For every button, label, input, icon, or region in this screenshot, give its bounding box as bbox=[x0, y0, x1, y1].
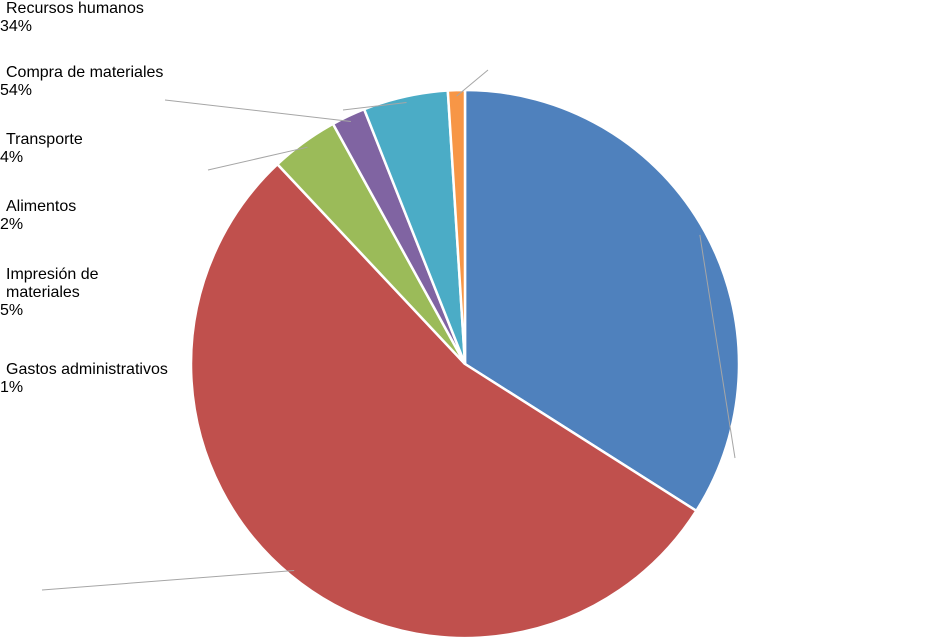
data-label: Impresión de materiales 5% bbox=[0, 266, 143, 361]
pie-slice bbox=[463, 88, 741, 513]
label-value: 2% bbox=[0, 216, 24, 233]
pie-slice bbox=[189, 162, 699, 640]
leader-line bbox=[699, 234, 736, 459]
leader-line bbox=[41, 569, 295, 591]
label-name: Gastos administrativos bbox=[6, 361, 168, 378]
leader-line bbox=[207, 146, 308, 171]
label-value: 54% bbox=[0, 82, 33, 99]
data-label: Compra de materiales 54% bbox=[0, 64, 237, 131]
label-value: 4% bbox=[0, 149, 24, 166]
label-value: 34% bbox=[0, 18, 33, 35]
data-label: Gastos administrativos 1% bbox=[0, 361, 310, 446]
label-name: Compra de materiales bbox=[6, 64, 164, 81]
leader-line bbox=[456, 69, 489, 97]
label-name: Alimentos bbox=[6, 198, 77, 215]
label-name: Impresión de materiales bbox=[6, 266, 99, 301]
label-name: Transporte bbox=[6, 131, 83, 148]
leader-line bbox=[342, 101, 407, 111]
leader-line bbox=[164, 99, 351, 123]
label-name: Recursos humanos bbox=[6, 0, 144, 17]
label-value: 5% bbox=[0, 302, 24, 319]
pie-slice bbox=[446, 88, 467, 365]
data-label: Alimentos 2% bbox=[0, 198, 155, 266]
data-label: Transporte 4% bbox=[0, 131, 125, 198]
label-value: 1% bbox=[0, 379, 24, 396]
data-label: Recursos humanos 34% bbox=[0, 0, 192, 64]
